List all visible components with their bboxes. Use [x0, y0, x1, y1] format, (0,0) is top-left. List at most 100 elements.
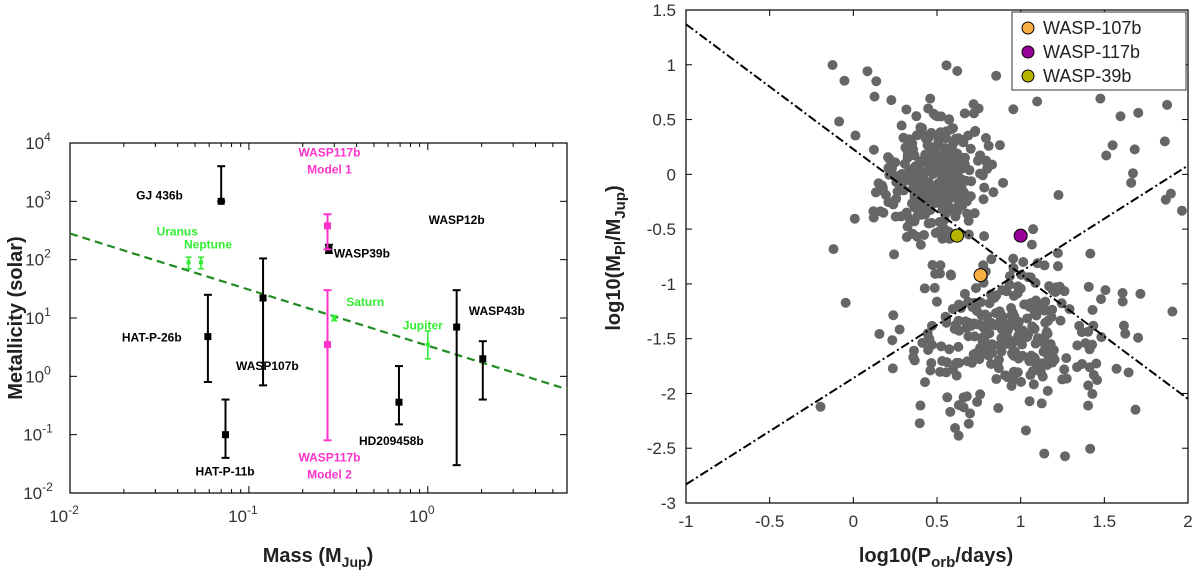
- exoplanet-marker: [204, 333, 212, 341]
- data-point: [935, 260, 946, 271]
- y-tick-label: -2: [661, 384, 676, 403]
- wasp117-marker: [323, 341, 331, 349]
- data-point: [1084, 344, 1095, 355]
- data-point: [965, 408, 976, 419]
- data-point: [907, 198, 918, 209]
- data-point: [986, 254, 997, 265]
- dividing-line: [685, 164, 1189, 486]
- data-point: [927, 260, 938, 271]
- y-tick-label: 102: [25, 247, 51, 270]
- data-point: [1072, 340, 1083, 351]
- data-point: [885, 162, 896, 173]
- data-point: [1037, 371, 1048, 382]
- data-point: [969, 127, 980, 138]
- data-point: [979, 334, 990, 345]
- data-point: [1023, 272, 1034, 283]
- y-tick-label: -2.5: [647, 439, 676, 458]
- data-point: [950, 178, 961, 189]
- data-point: [891, 193, 902, 204]
- data-point: [904, 172, 915, 183]
- solar-system-label: Uranus: [157, 224, 199, 238]
- y-tick-label: -1: [661, 275, 676, 294]
- data-point: [963, 317, 974, 328]
- data-point: [909, 216, 920, 227]
- data-point: [1117, 287, 1128, 298]
- data-point: [930, 268, 941, 279]
- x-tick-label: 10-1: [228, 503, 258, 526]
- data-point: [901, 232, 912, 243]
- data-point: [1088, 320, 1099, 331]
- data-point: [1006, 380, 1017, 391]
- data-point: [1022, 332, 1033, 343]
- data-point: [919, 283, 930, 294]
- data-point: [1017, 339, 1028, 350]
- data-point: [991, 374, 1002, 385]
- solar-system-marker: [332, 316, 337, 320]
- x-tick-label: 2: [1183, 512, 1192, 531]
- data-point: [1018, 257, 1029, 268]
- data-point: [925, 365, 936, 376]
- data-point: [1085, 248, 1096, 259]
- y-tick-label: 10-2: [23, 480, 53, 503]
- data-point: [1096, 294, 1107, 305]
- data-point: [1087, 304, 1098, 315]
- exoplanet-marker: [217, 197, 225, 205]
- data-point: [873, 178, 884, 189]
- data-point: [924, 193, 935, 204]
- legend-marker: [1021, 21, 1035, 35]
- x-tick-label: 1: [1016, 512, 1025, 531]
- metallicity-chart: 10-2 10-1 100 10-2 10-1 100 101 102 103 104 GJ 43…: [5, 130, 568, 570]
- data-point: [901, 104, 912, 115]
- data-point: [1046, 312, 1057, 323]
- solar-system-marker: [425, 342, 430, 347]
- data-point: [939, 228, 950, 239]
- data-point: [955, 160, 966, 171]
- data-point: [869, 91, 880, 102]
- data-point: [1013, 330, 1024, 341]
- exoplanet-label: WASP39b: [334, 246, 390, 260]
- data-point: [1117, 296, 1128, 307]
- data-point: [978, 322, 989, 333]
- data-point: [994, 140, 1005, 151]
- data-point: [1030, 338, 1041, 349]
- data-point: [1133, 107, 1144, 118]
- data-point: [958, 137, 969, 148]
- exoplanet-marker: [222, 431, 230, 439]
- data-point: [896, 120, 907, 131]
- exoplanet-label: WASP12b: [429, 213, 485, 227]
- data-point: [983, 140, 994, 151]
- wasp117-label: Model 2: [307, 467, 352, 481]
- data-point: [922, 153, 933, 164]
- legend-marker: [1021, 45, 1035, 59]
- data-point: [900, 142, 911, 153]
- data-point: [888, 310, 899, 321]
- data-point: [1118, 320, 1129, 331]
- data-point: [979, 182, 990, 193]
- exoplanet-label: HAT-P-26b: [122, 331, 182, 345]
- data-point: [1126, 177, 1137, 188]
- data-point: [932, 111, 943, 122]
- data-point: [914, 190, 925, 201]
- data-point: [988, 187, 999, 198]
- legend-label: WASP-39b: [1043, 66, 1131, 86]
- data-point: [962, 356, 973, 367]
- data-point: [970, 283, 981, 294]
- data-point: [1083, 380, 1094, 391]
- exoplanet-marker: [453, 323, 461, 331]
- data-point: [1038, 346, 1049, 357]
- data-point: [991, 70, 1002, 81]
- data-point: [922, 133, 933, 144]
- data-point: [870, 187, 881, 198]
- right-ylabel: log10(MPl/MJup): [603, 185, 629, 330]
- x-tick-label: -1: [678, 512, 693, 531]
- data-point: [914, 418, 925, 429]
- solar-system-marker: [186, 260, 191, 265]
- exoplanet-label: GJ 436b: [136, 188, 183, 202]
- data-point: [1095, 93, 1106, 104]
- data-point: [1083, 281, 1094, 292]
- y-tick-label: -3: [661, 494, 676, 513]
- data-point: [871, 76, 882, 87]
- data-point: [868, 212, 879, 223]
- data-point: [868, 144, 879, 155]
- y-tick-label: 100: [25, 363, 51, 386]
